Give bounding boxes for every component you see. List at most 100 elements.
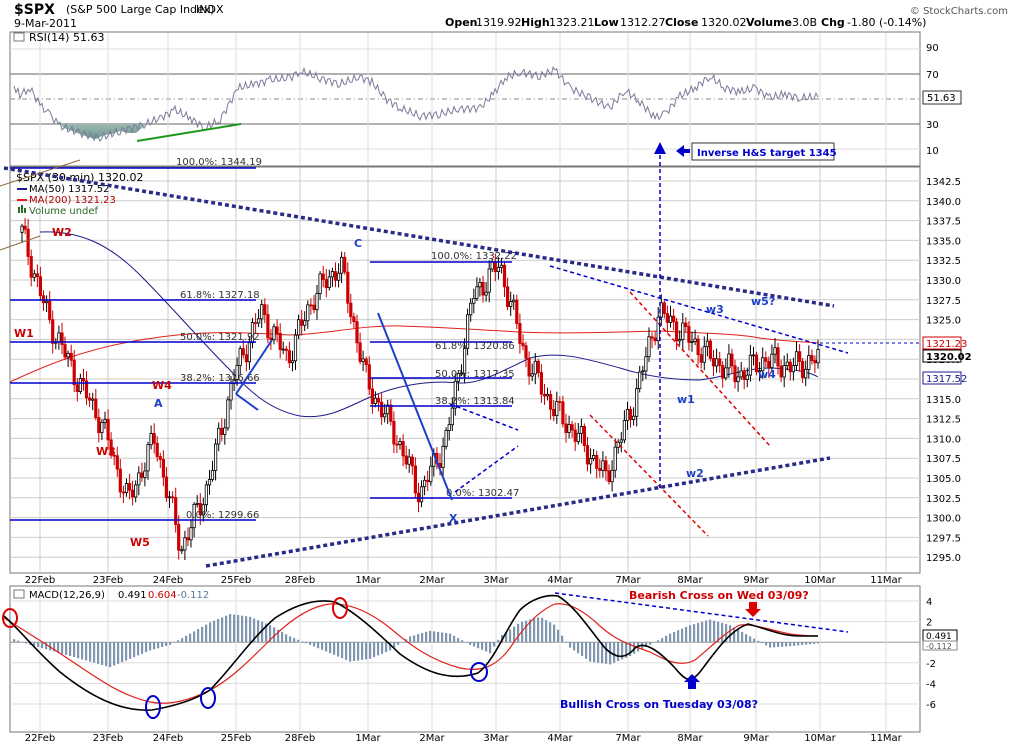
- candle-body: [386, 404, 390, 415]
- fib-left: [10, 167, 256, 521]
- candle-body: [478, 281, 482, 288]
- candle-body: [733, 365, 737, 383]
- open-label: Open: [445, 16, 478, 29]
- macd-hist-bar: [717, 621, 720, 642]
- macd-hist-bar: [101, 642, 104, 665]
- macd-hist-bar: [17, 640, 20, 642]
- macd-hist-bar: [653, 642, 656, 643]
- candle-body: [84, 380, 89, 399]
- macd-label: MACD(12,26,9): [29, 590, 105, 601]
- red-channel-lower: [589, 414, 709, 537]
- candle-body: [312, 304, 316, 311]
- candle-body: [770, 353, 774, 369]
- candle-body: [512, 299, 516, 303]
- wave-label: X: [449, 512, 458, 525]
- candle-body: [109, 439, 113, 456]
- symbol-title: $SPX: [14, 2, 55, 18]
- macd-hist-bar: [257, 620, 260, 642]
- chg-label: Chg: [821, 16, 845, 29]
- macd-hist-bar: [477, 642, 480, 649]
- rsi-chart-icon: [13, 32, 25, 42]
- price-tick: 1312.5: [926, 415, 961, 426]
- candle-body: [229, 383, 233, 401]
- candle-body: [453, 380, 457, 409]
- macd-hist-bar: [617, 642, 620, 661]
- macd-value: 0.491: [118, 590, 147, 601]
- macd-hist-bar: [13, 639, 16, 642]
- candle-body: [647, 336, 651, 358]
- candle-body: [112, 454, 116, 457]
- candle-body: [650, 336, 654, 339]
- candle-body: [352, 316, 356, 322]
- candle-body: [195, 502, 199, 505]
- macd-hist-bar: [377, 642, 380, 656]
- macd-hist-bar: [789, 642, 792, 647]
- macd-hist-bar: [85, 642, 88, 661]
- candle-body: [684, 322, 688, 327]
- legend-volume: Volume undef: [29, 206, 99, 217]
- macd-hist-bar: [297, 639, 300, 642]
- candle-body: [751, 354, 756, 357]
- macd-hist-bar: [689, 625, 692, 642]
- macd-hist-bar: [121, 642, 124, 663]
- candle-body: [20, 225, 24, 233]
- macd-hist-bar: [129, 642, 132, 659]
- fib-mid-label: 38.2%: 1313.84: [435, 396, 515, 407]
- macd-hist-bar: [481, 642, 484, 650]
- macd-hist-bar: [601, 642, 604, 664]
- macd-hist-badge-value: -0.112: [926, 642, 952, 651]
- macd-hist-bar: [537, 617, 540, 642]
- macd-hist-bar: [353, 642, 356, 661]
- candle-body: [736, 376, 740, 383]
- candle-body: [484, 291, 488, 296]
- x-tick-label: 22Feb: [25, 575, 55, 586]
- price-tick: 1327.5: [926, 296, 961, 307]
- candle-body: [644, 356, 648, 372]
- fib-left-label: 0.0%: 1299.66: [186, 510, 259, 521]
- macd-hist-bar: [661, 638, 664, 642]
- red-wave-labels: W2 W1 W4 W3 W5: [14, 226, 172, 549]
- candle-body: [210, 470, 215, 480]
- candle-body: [542, 393, 547, 397]
- macd-hist-bar: [249, 616, 252, 642]
- macd-hist-bar: [453, 635, 456, 642]
- macd-hist-bar: [137, 642, 140, 656]
- x-tick-label: 2Mar: [419, 575, 445, 586]
- candle-body: [373, 397, 378, 405]
- candle-body: [130, 489, 135, 498]
- macd-hist-bar: [233, 614, 236, 642]
- candle-body: [379, 401, 384, 418]
- macd-hist-bar: [625, 642, 628, 658]
- candle-body: [339, 256, 344, 274]
- candle-body: [662, 302, 666, 314]
- price-tick: 1315.0: [926, 395, 961, 406]
- candle-body: [272, 326, 276, 341]
- cross-circle-blue: [470, 662, 488, 682]
- candle-body: [115, 455, 119, 470]
- macd-hist-bar: [229, 614, 232, 642]
- macd-hist-bar: [217, 619, 220, 642]
- macd-hist-bar: [93, 642, 96, 663]
- candle-body: [801, 360, 805, 379]
- candle-body: [321, 273, 325, 280]
- macd-hist-bar: [165, 642, 168, 646]
- candle-body: [604, 460, 608, 472]
- macd-hist-bar: [161, 642, 164, 647]
- macd-hist-bar: [701, 621, 704, 642]
- macd-hist-bar: [237, 615, 240, 642]
- candle-body: [533, 360, 537, 375]
- macd-hist-bar: [289, 636, 292, 642]
- x-tick-label: 11Mar: [870, 575, 902, 586]
- chg-value: -1.80 (-0.14%): [847, 16, 926, 29]
- candle-body: [48, 300, 52, 321]
- blue-wedge-lower: [454, 445, 519, 493]
- macd-badge-value: 0.491: [926, 632, 952, 642]
- x-tick-label: 24Feb: [153, 575, 183, 586]
- candle-body: [754, 354, 759, 373]
- candle-body: [490, 261, 494, 270]
- candle-body: [505, 286, 510, 307]
- candle-body: [699, 354, 703, 363]
- close-badge-value: 1320.02: [926, 352, 972, 363]
- macd-hist-bar: [61, 642, 64, 654]
- candle-body: [155, 442, 159, 457]
